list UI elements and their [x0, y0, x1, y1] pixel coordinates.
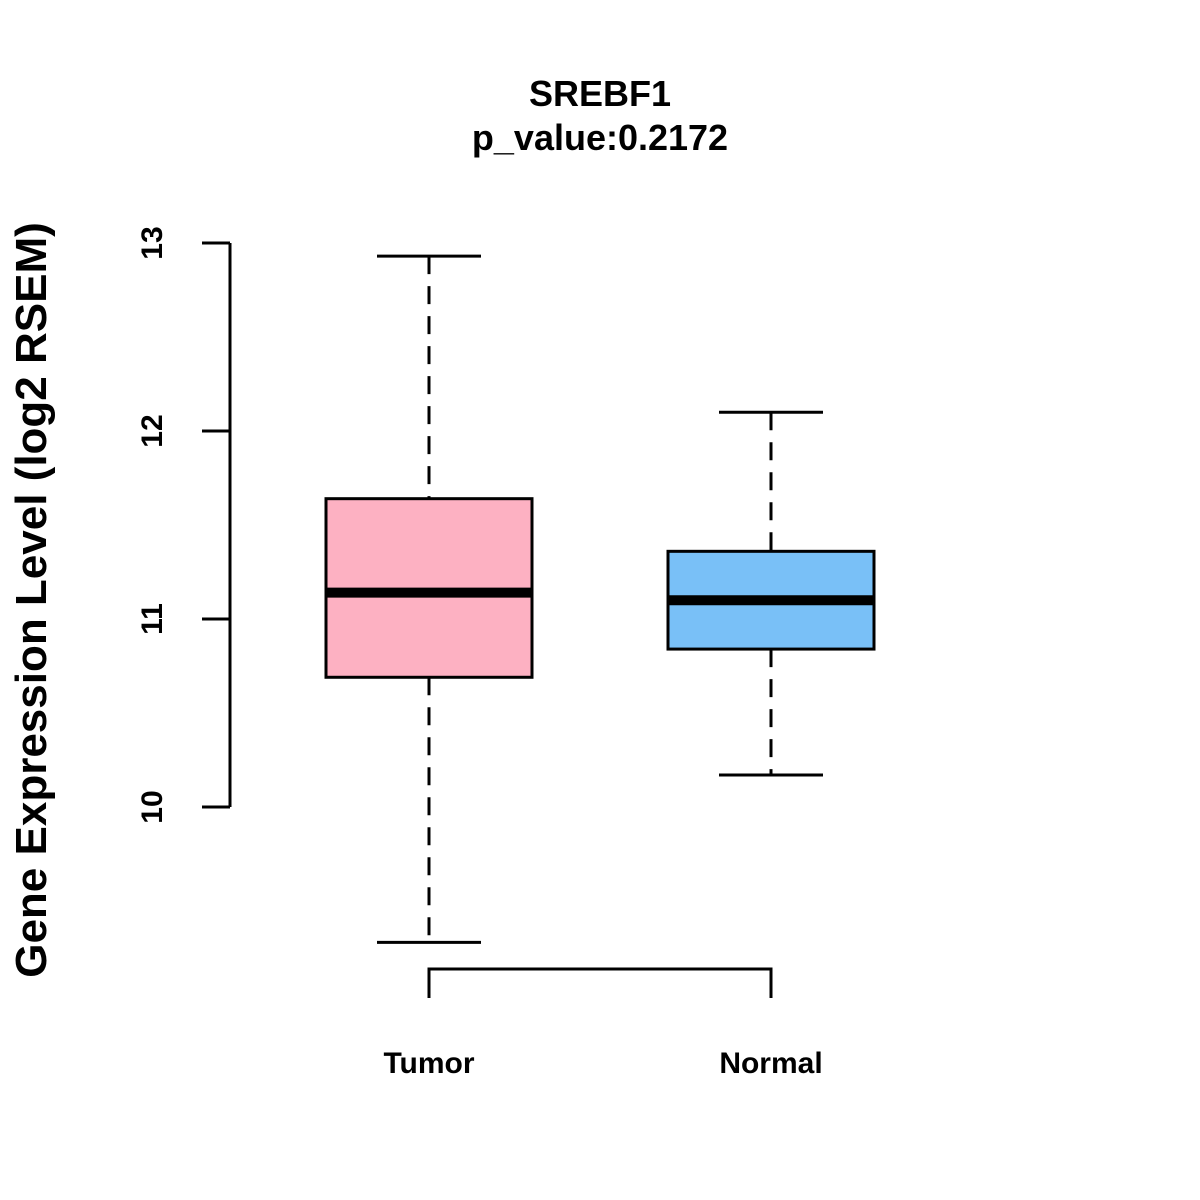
x-tick-label-normal: Normal	[719, 1047, 822, 1080]
chart-subtitle: p_value:0.2172	[472, 117, 728, 158]
x-axis: Tumor Normal	[383, 967, 823, 1080]
y-tick-label-13: 13	[136, 226, 169, 259]
y-tick-label-10: 10	[136, 790, 169, 823]
y-axis-label: Gene Expression Level (log2 RSEM)	[7, 222, 56, 978]
chart-title: SREBF1	[529, 73, 671, 114]
box-group-tumor	[324, 254, 534, 944]
y-axis: 10 11 12 13	[136, 226, 232, 824]
y-tick-label-12: 12	[136, 414, 169, 447]
x-tick-label-tumor: Tumor	[383, 1047, 474, 1080]
plot-area	[324, 254, 876, 944]
box-group-normal	[666, 410, 876, 777]
comparison-bracket	[427, 967, 773, 998]
y-tick-label-11: 11	[136, 603, 169, 635]
